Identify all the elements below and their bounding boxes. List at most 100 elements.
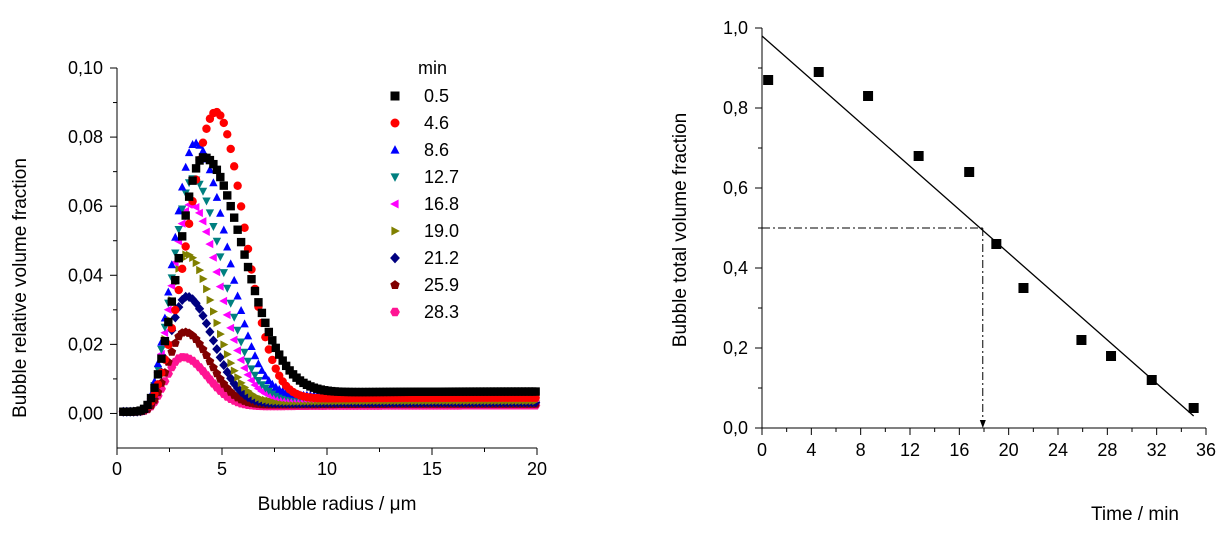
data-point — [278, 356, 287, 365]
data-point — [219, 296, 228, 306]
data-point — [243, 262, 253, 272]
data-point — [157, 346, 166, 354]
data-point — [174, 285, 183, 295]
data-point — [236, 202, 246, 211]
data-point — [229, 335, 238, 344]
legend-marker — [390, 252, 400, 264]
data-point — [209, 178, 218, 187]
data-point — [813, 67, 824, 77]
data-point — [1146, 375, 1157, 385]
series-points — [763, 67, 1199, 413]
data-point — [240, 223, 249, 232]
data-point — [171, 249, 180, 258]
data-point — [199, 274, 208, 284]
data-point — [213, 318, 222, 328]
y-tick-label: 0,6 — [723, 178, 748, 198]
data-point — [243, 370, 252, 379]
data-point — [254, 298, 263, 307]
legend-marker — [390, 307, 400, 317]
y-tick-label: 1,0 — [723, 18, 748, 38]
x-tick-label: 16 — [949, 440, 969, 460]
x-tick-label: 28 — [1097, 440, 1117, 460]
data-point — [170, 312, 180, 323]
data-point — [194, 303, 205, 314]
data-point — [763, 75, 774, 85]
series-8.6 — [119, 138, 540, 416]
data-point — [268, 355, 277, 365]
data-point — [217, 329, 225, 339]
data-point — [216, 172, 225, 182]
data-point — [184, 148, 194, 157]
data-point — [233, 346, 241, 355]
data-point — [233, 181, 242, 190]
data-point — [236, 338, 246, 347]
data-point — [192, 258, 201, 268]
data-point — [246, 376, 255, 385]
legend-marker — [390, 118, 400, 128]
data-point — [219, 360, 229, 371]
data-point — [174, 226, 183, 234]
data-point — [188, 176, 197, 185]
data-point — [230, 366, 239, 375]
data-point — [271, 364, 280, 373]
data-point — [184, 192, 194, 201]
data-point — [216, 253, 225, 262]
data-point — [264, 327, 274, 337]
x-tick-label: 5 — [217, 459, 227, 479]
data-point — [189, 253, 198, 262]
data-point — [215, 352, 225, 363]
data-point — [261, 318, 270, 328]
data-point — [178, 182, 187, 191]
data-point — [964, 167, 975, 177]
data-point — [150, 383, 159, 392]
data-point — [178, 232, 187, 241]
data-point — [264, 376, 273, 384]
x-axis-label: Bubble radius / μm — [258, 494, 417, 515]
data-point — [202, 197, 211, 206]
y-tick-label: 0,4 — [723, 258, 748, 278]
legend-marker — [390, 145, 400, 154]
data-point — [223, 350, 232, 359]
data-point — [205, 356, 215, 366]
data-point — [1076, 335, 1087, 345]
data-point — [188, 294, 198, 305]
data-point — [223, 284, 232, 293]
fit-line — [761, 35, 1195, 417]
data-point — [212, 267, 221, 277]
legend-marker — [390, 199, 399, 209]
y-tick-label: 0,02 — [68, 334, 103, 354]
data-point — [163, 305, 172, 314]
legend-label: 28.3 — [424, 302, 459, 322]
legend-marker — [390, 173, 400, 182]
data-point — [198, 217, 207, 226]
data-point — [171, 305, 180, 315]
data-point — [234, 373, 243, 382]
data-point — [198, 310, 208, 321]
axes-right: 0 4 8 12 16 20 24 28 32 36 0,0 0,2 0,4 0,6 0,8 1,0 Time … — [670, 18, 1216, 525]
data-point — [153, 365, 163, 374]
x-axis-label: Time / min — [1091, 504, 1179, 525]
data-point — [212, 165, 222, 175]
data-point — [196, 265, 205, 275]
data-point — [191, 164, 201, 173]
data-point — [226, 201, 235, 211]
y-tick-label: 0,06 — [68, 196, 103, 216]
data-point — [212, 192, 222, 201]
data-point — [531, 387, 540, 396]
data-point — [223, 191, 232, 200]
data-point — [1106, 351, 1117, 361]
data-point — [237, 378, 246, 388]
data-point — [205, 165, 215, 174]
data-point — [230, 275, 239, 284]
legend-marker — [391, 226, 400, 236]
data-point — [210, 307, 218, 316]
data-point — [167, 347, 177, 356]
data-point — [206, 295, 215, 305]
data-point — [167, 297, 177, 306]
data-point — [146, 393, 156, 403]
data-point — [247, 365, 256, 374]
legend-marker — [390, 91, 400, 101]
data-point — [275, 350, 284, 359]
data-point — [209, 223, 218, 231]
data-point — [160, 336, 170, 346]
